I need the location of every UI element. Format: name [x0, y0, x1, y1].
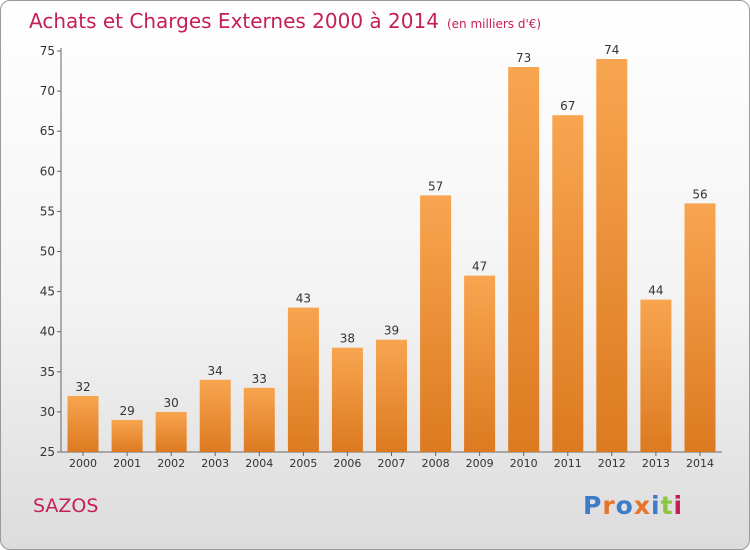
data-label-2006: 38 [340, 332, 355, 346]
x-tick-label-2005: 2005 [289, 457, 317, 470]
bar-2001 [111, 419, 143, 452]
x-tick-label-2003: 2003 [201, 457, 229, 470]
data-label-2003: 34 [208, 364, 223, 378]
bar-2008 [420, 195, 452, 452]
bar-2010 [508, 67, 540, 452]
bar-2011 [552, 115, 584, 452]
chart-bars [67, 59, 716, 452]
y-tick-label: 25 [40, 445, 55, 459]
data-label-2012: 74 [604, 43, 619, 57]
data-label-2008: 57 [428, 179, 443, 193]
chart-axes: 25 30 35 40 45 50 55 60 65 70 75 [40, 44, 722, 459]
chart-labels: 32 2000 29 2001 30 2002 34 2003 33 2004 43 2005 38 20… [69, 43, 714, 470]
bar-2002 [155, 411, 187, 452]
chart-subtitle: (en milliers d'€) [446, 17, 542, 31]
bar-2003 [199, 379, 231, 452]
data-label-2009: 47 [472, 260, 487, 274]
chart-title: Achats et Charges Externes 2000 à 2014 [29, 9, 439, 33]
data-label-2004: 33 [252, 372, 267, 386]
logo-letter: P [583, 491, 603, 520]
y-tick-label: 60 [40, 164, 55, 178]
y-tick-label: 70 [40, 84, 55, 98]
logo-letter: i [651, 491, 661, 520]
x-tick-label-2012: 2012 [598, 457, 626, 470]
data-label-2002: 30 [164, 396, 179, 410]
bar-2009 [464, 275, 496, 452]
x-tick-label-2014: 2014 [686, 457, 714, 470]
y-tick-label: 50 [40, 245, 55, 259]
logo-letter: r [602, 491, 616, 520]
data-label-2007: 39 [384, 324, 399, 338]
bar-2005 [287, 307, 319, 452]
x-tick-label-2000: 2000 [69, 457, 97, 470]
bar-2006 [331, 347, 363, 452]
logo-letter: i [673, 491, 684, 520]
x-tick-label-2011: 2011 [554, 457, 582, 470]
x-tick-label-2009: 2009 [466, 457, 494, 470]
data-label-2010: 73 [516, 51, 531, 65]
x-tick-label-2008: 2008 [422, 457, 450, 470]
data-label-2001: 29 [119, 404, 134, 418]
bar-2014 [684, 203, 716, 452]
proxiti-logo: Proxiti [583, 491, 683, 520]
x-tick-label-2010: 2010 [510, 457, 538, 470]
data-label-2000: 32 [75, 380, 90, 394]
y-tick-label: 45 [40, 285, 55, 299]
bar-2007 [376, 339, 407, 452]
y-tick-label: 40 [40, 325, 55, 339]
logo-letter: x [633, 491, 651, 520]
x-tick-label-2013: 2013 [642, 457, 670, 470]
y-tick-label: 35 [40, 365, 55, 379]
bar-2012 [596, 59, 628, 452]
y-tick-label: 65 [40, 124, 55, 138]
y-tick-label: 75 [40, 44, 55, 58]
x-tick-label-2006: 2006 [333, 457, 361, 470]
x-tick-label-2002: 2002 [157, 457, 185, 470]
bar-2004 [243, 387, 275, 452]
bar-2000 [67, 395, 99, 452]
logo-letter: t [660, 491, 674, 520]
y-tick-label: 55 [40, 204, 55, 218]
y-tick-label: 30 [40, 405, 55, 419]
data-label-2011: 67 [560, 99, 575, 113]
commune-name: SAZOS [33, 495, 99, 517]
x-tick-label-2004: 2004 [245, 457, 273, 470]
data-label-2013: 44 [648, 284, 663, 298]
x-tick-label-2007: 2007 [378, 457, 406, 470]
data-label-2005: 43 [296, 292, 311, 306]
title-row: Achats et Charges Externes 2000 à 2014 (e… [29, 9, 541, 33]
bar-2013 [640, 299, 672, 452]
x-tick-label-2001: 2001 [113, 457, 141, 470]
data-label-2014: 56 [692, 187, 707, 201]
logo-letter: o [615, 491, 634, 520]
